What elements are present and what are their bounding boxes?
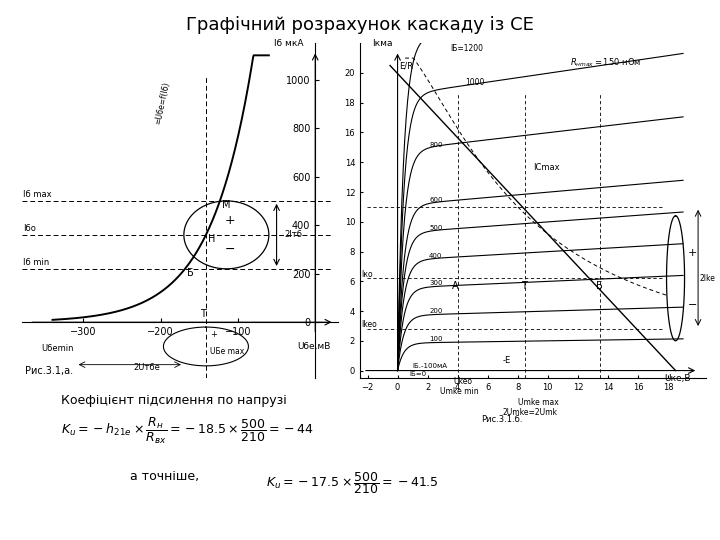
Text: Iб мкА: Iб мкА	[274, 39, 304, 48]
Text: 100: 100	[429, 336, 443, 342]
Text: IБ=1200: IБ=1200	[450, 44, 483, 52]
Text: Umke min: Umke min	[440, 387, 478, 396]
Text: $K_u = -17.5 \times \dfrac{500}{210} = -41.5$: $K_u = -17.5 \times \dfrac{500}{210} = -…	[266, 470, 439, 496]
Text: IБ.-100мА: IБ.-100мА	[413, 363, 448, 369]
Text: Iб max: Iб max	[23, 190, 52, 199]
Text: Б: Б	[187, 268, 194, 278]
Text: 600: 600	[429, 197, 443, 203]
Text: Коефіцієнт підсилення по напрузі: Коефіцієнт підсилення по напрузі	[61, 394, 291, 407]
Text: 500: 500	[429, 225, 443, 231]
Text: Iбо: Iбо	[23, 224, 36, 233]
Text: 2Umke=2Umk: 2Umke=2Umk	[503, 408, 558, 417]
Text: -E: -E	[503, 356, 511, 365]
Text: 2Iтб: 2Iтб	[284, 231, 302, 239]
Text: 2Uтбе: 2Uтбе	[134, 362, 161, 372]
Text: IБ=0: IБ=0	[410, 371, 427, 377]
Text: Ukeo: Ukeo	[453, 377, 472, 386]
Text: 200: 200	[429, 308, 443, 314]
Text: +: +	[688, 248, 697, 258]
Text: Uбе,мВ: Uбе,мВ	[297, 342, 330, 350]
Text: а точніше,: а точніше,	[130, 470, 199, 483]
Text: −: −	[688, 300, 697, 310]
Text: UБе max.: UБе max.	[210, 347, 246, 356]
Text: +: +	[225, 214, 235, 227]
Text: 400: 400	[429, 253, 443, 259]
Text: $R_{нmax} = 150$ нОм: $R_{нmax} = 150$ нОм	[570, 57, 642, 69]
Text: −: −	[225, 243, 235, 256]
Text: Рис.3.1.б.: Рис.3.1.б.	[481, 415, 523, 423]
Text: Uбеmin: Uбеmin	[41, 345, 73, 353]
Text: E/R: E/R	[399, 62, 413, 71]
Text: Uкe,В: Uкe,В	[664, 374, 690, 383]
Text: +: +	[210, 330, 217, 339]
Text: T: T	[521, 281, 526, 291]
Text: Т: Т	[199, 309, 206, 319]
Text: Н: Н	[208, 234, 215, 244]
Text: Iб min: Iб min	[23, 258, 50, 267]
Text: 1000: 1000	[465, 78, 485, 87]
Text: =Uбе=f(Iб): =Uбе=f(Iб)	[153, 81, 171, 125]
Text: Рис.3.1,а.: Рис.3.1,а.	[25, 366, 73, 376]
Text: М: М	[222, 200, 230, 210]
Text: Iкмa: Iкмa	[372, 39, 393, 48]
Text: 2Ike: 2Ike	[700, 274, 716, 283]
Text: Ikeo: Ikeo	[361, 320, 377, 329]
Text: 800: 800	[429, 141, 443, 147]
Text: 300: 300	[429, 280, 443, 287]
Text: $K_u = -h_{21e} \times \dfrac{R_н}{R_{вх}} = -18.5 \times \dfrac{500}{210} = -44: $K_u = -h_{21e} \times \dfrac{R_н}{R_{вх…	[61, 416, 314, 446]
Text: ІCmax: ІCmax	[533, 163, 559, 172]
Text: A: A	[451, 281, 459, 291]
Text: Umke max: Umke max	[518, 398, 559, 407]
Text: Б: Б	[596, 281, 603, 291]
Text: Iко: Iко	[361, 270, 373, 279]
Text: Графічний розрахунок каскаду із СЕ: Графічний розрахунок каскаду із СЕ	[186, 16, 534, 34]
